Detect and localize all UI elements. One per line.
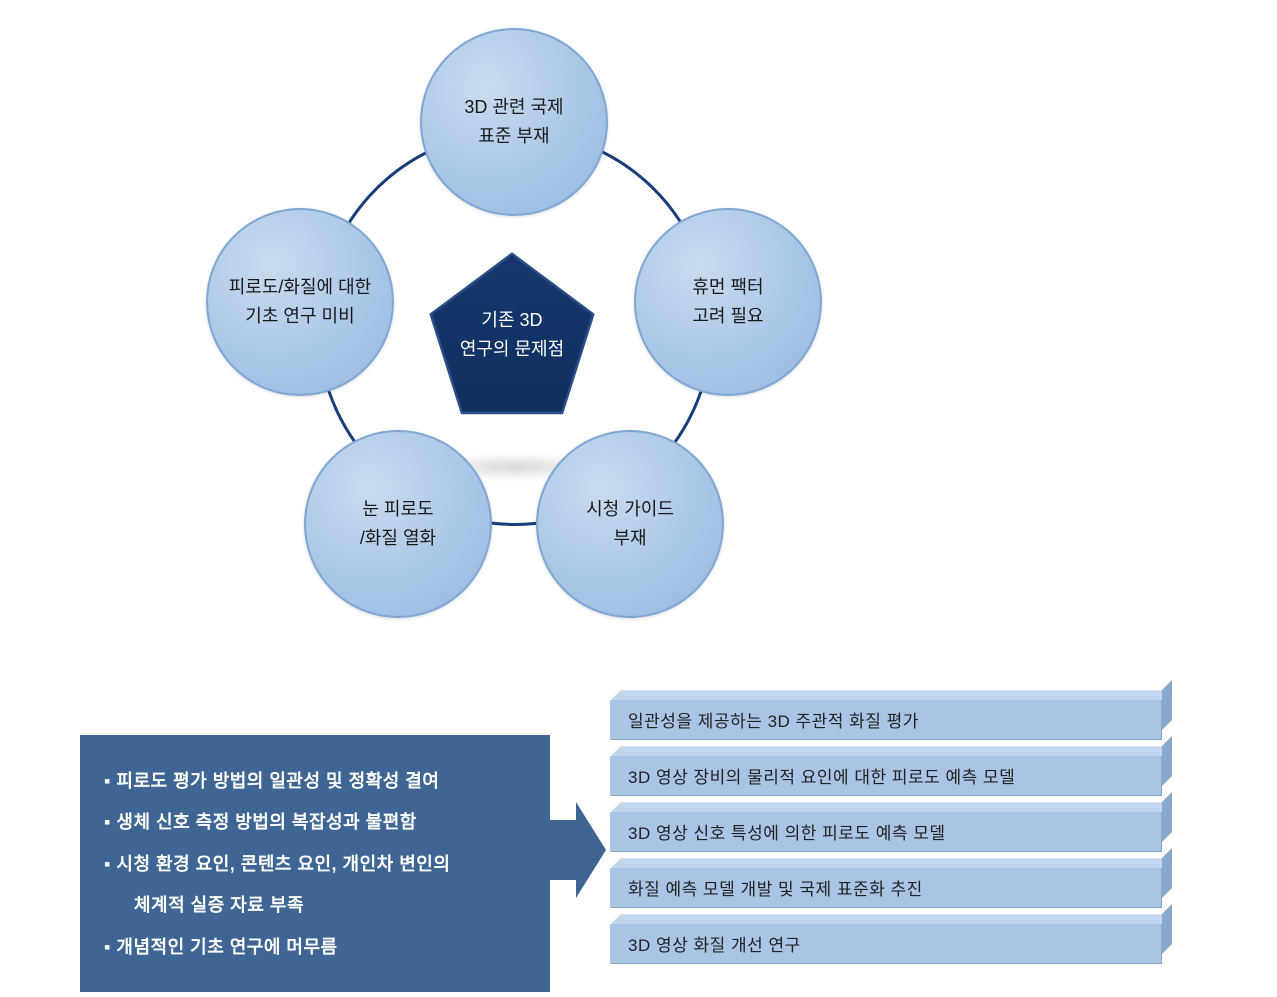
center-label-line2: 연구의 문제점 <box>460 339 564 359</box>
node-1-label: 3D 관련 국제 표준 부재 <box>464 93 563 151</box>
issue-item-4: 개념적인 기초 연구에 머무름 <box>104 927 526 968</box>
node-5-line1: 피로도/화질에 대한 <box>229 277 371 297</box>
node-5-line2: 기초 연구 미비 <box>245 306 354 326</box>
bar-2-label: 3D 영상 장비의 물리적 요인에 대한 피로도 예측 모델 <box>628 763 1015 788</box>
issues-box: 피로도 평가 방법의 일관성 및 정확성 결여 생체 신호 측정 방법의 복잡성… <box>80 735 550 992</box>
node-3: 시청 가이드 부재 <box>536 430 724 618</box>
bar-1-label: 일관성을 제공하는 3D 주관적 화질 평가 <box>628 707 919 732</box>
node-4-label: 눈 피로도 /화질 열화 <box>360 495 436 553</box>
bar-3-side <box>1162 792 1172 842</box>
node-2-line1: 휴먼 팩터 <box>692 277 763 297</box>
bar-4-side <box>1162 848 1172 898</box>
bar-3: 3D 영상 신호 특성에 의한 피로도 예측 모델 <box>610 812 1162 852</box>
node-2-label: 휴먼 팩터 고려 필요 <box>692 273 763 331</box>
node-2: 휴먼 팩터 고려 필요 <box>634 208 822 396</box>
node-3-label: 시청 가이드 부재 <box>586 495 674 553</box>
bar-2-side <box>1162 736 1172 786</box>
center-pentagon: 기존 3D 연구의 문제점 <box>427 250 597 420</box>
bar-4: 화질 예측 모델 개발 및 국제 표준화 추진 <box>610 868 1162 908</box>
node-5-label: 피로도/화질에 대한 기초 연구 미비 <box>229 273 371 331</box>
node-5: 피로도/화질에 대한 기초 연구 미비 <box>206 208 394 396</box>
issue-item-3b: 체계적 실증 자료 부족 <box>104 885 526 926</box>
arrow-head <box>576 802 606 898</box>
diagram-canvas: 기존 3D 연구의 문제점 3D 관련 국제 표준 부재 휴먼 팩터 고려 필요… <box>0 0 1277 997</box>
bar-5-face: 3D 영상 화질 개선 연구 <box>610 924 1162 964</box>
bar-3-face: 3D 영상 신호 특성에 의한 피로도 예측 모델 <box>610 812 1162 852</box>
bar-5: 3D 영상 화질 개선 연구 <box>610 924 1162 964</box>
solution-bars: 일관성을 제공하는 3D 주관적 화질 평가 3D 영상 장비의 물리적 요인에… <box>610 700 1162 980</box>
node-3-line2: 부재 <box>613 528 646 548</box>
bar-3-label: 3D 영상 신호 특성에 의한 피로도 예측 모델 <box>628 819 946 844</box>
bar-4-label: 화질 예측 모델 개발 및 국제 표준화 추진 <box>628 875 923 900</box>
bar-2: 3D 영상 장비의 물리적 요인에 대한 피로도 예측 모델 <box>610 756 1162 796</box>
node-2-line2: 고려 필요 <box>692 306 763 326</box>
node-4: 눈 피로도 /화질 열화 <box>304 430 492 618</box>
node-4-line1: 눈 피로도 <box>362 499 433 519</box>
center-label-line1: 기존 3D <box>481 310 542 330</box>
center-label: 기존 3D 연구의 문제점 <box>460 306 564 364</box>
bar-1-side <box>1162 680 1172 730</box>
node-1-line1: 3D 관련 국제 <box>464 97 563 117</box>
bar-1-face: 일관성을 제공하는 3D 주관적 화질 평가 <box>610 700 1162 740</box>
node-1-line2: 표준 부재 <box>478 126 549 146</box>
issues-list: 피로도 평가 방법의 일관성 및 정확성 결여 생체 신호 측정 방법의 복잡성… <box>104 761 526 968</box>
bar-5-label: 3D 영상 화질 개선 연구 <box>628 931 801 956</box>
issue-item-3: 시청 환경 요인, 콘텐츠 요인, 개인차 변인의 <box>104 844 526 885</box>
bar-4-face: 화질 예측 모델 개발 및 국제 표준화 추진 <box>610 868 1162 908</box>
issue-item-1: 피로도 평가 방법의 일관성 및 정확성 결여 <box>104 761 526 802</box>
arrow-stem <box>550 820 576 880</box>
bar-2-face: 3D 영상 장비의 물리적 요인에 대한 피로도 예측 모델 <box>610 756 1162 796</box>
bar-5-side <box>1162 904 1172 954</box>
node-4-line2: /화질 열화 <box>360 528 436 548</box>
issue-item-2: 생체 신호 측정 방법의 복잡성과 불편함 <box>104 802 526 843</box>
node-1: 3D 관련 국제 표준 부재 <box>420 28 608 216</box>
node-3-line1: 시청 가이드 <box>586 499 674 519</box>
bar-1: 일관성을 제공하는 3D 주관적 화질 평가 <box>610 700 1162 740</box>
